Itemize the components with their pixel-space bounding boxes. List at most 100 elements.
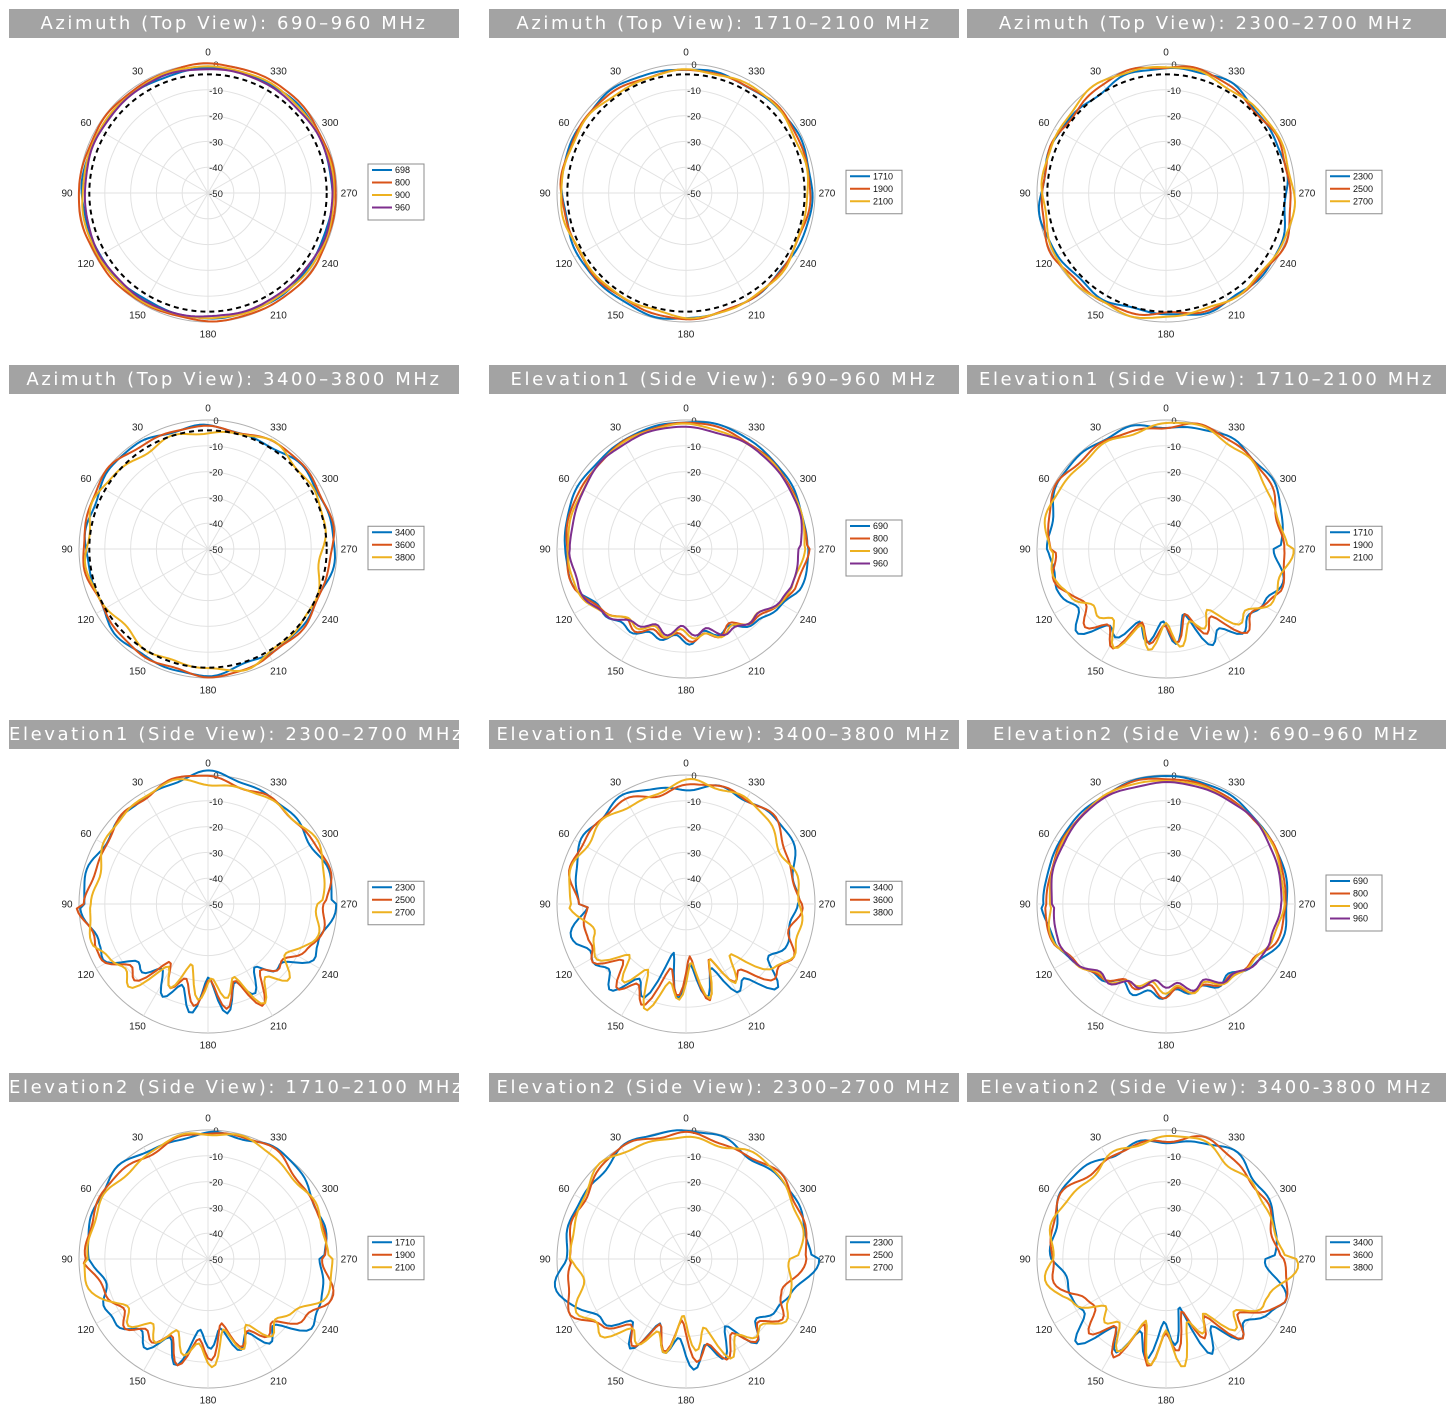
grid-spoke	[143, 437, 209, 550]
series-line	[82, 424, 335, 679]
angle-tick-label: 30	[1090, 66, 1102, 77]
angle-tick-label: 180	[200, 1396, 217, 1407]
grid-spoke	[143, 192, 209, 305]
grid-spoke	[621, 192, 687, 305]
legend-label: 900	[395, 190, 410, 200]
radial-tick-label: -30	[209, 848, 223, 859]
radial-tick-label: -30	[1167, 137, 1181, 148]
legend-label: 3600	[395, 540, 415, 550]
chart-title: Elevation2 (Side View): 2300–2700 MHz	[489, 1073, 959, 1102]
angle-tick-label: 210	[270, 311, 287, 322]
grid-spoke	[1101, 192, 1167, 305]
angle-tick-label: 150	[1087, 667, 1104, 678]
chart-title: Azimuth (Top View): 3400–3800 MHz	[9, 365, 459, 394]
radial-tick-label: -40	[209, 163, 223, 174]
angle-tick-label: 210	[270, 1022, 287, 1033]
legend-label: 2100	[873, 196, 893, 206]
angle-tick-label: 270	[341, 900, 358, 911]
angle-tick-label: 150	[129, 1022, 146, 1033]
angle-tick-label: 90	[61, 189, 73, 200]
chart-title: Elevation2 (Side View): 690–960 MHz	[967, 720, 1446, 749]
angle-tick-label: 30	[132, 777, 144, 788]
grid-spoke	[1165, 484, 1278, 550]
polar-plot: 03060901201501802102402703003300-10-20-3…	[539, 404, 903, 697]
grid-spoke	[96, 839, 209, 905]
angle-tick-label: 150	[1087, 311, 1104, 322]
angle-tick-label: 90	[539, 545, 551, 556]
legend-box	[845, 1235, 903, 1281]
legend-label: 960	[395, 203, 410, 213]
angle-tick-label: 60	[1038, 1184, 1050, 1195]
radial-tick-label: -40	[209, 1229, 223, 1240]
angle-tick-label: 240	[800, 259, 817, 270]
radial-tick-label: -40	[687, 163, 701, 174]
polar-plot: 03060901201501802102402703003300-10-20-3…	[1019, 1114, 1383, 1407]
legend-label: 2700	[873, 1262, 893, 1272]
angle-tick-label: 90	[61, 1255, 73, 1266]
polar-plot: 03060901201501802102402703003300-10-20-3…	[539, 48, 903, 341]
grid-spoke	[1101, 437, 1167, 550]
series-line	[83, 1132, 334, 1369]
angle-tick-label: 270	[341, 189, 358, 200]
grid-spoke	[96, 1194, 209, 1260]
angle-tick-label: 60	[80, 829, 92, 840]
angle-tick-label: 150	[607, 1022, 624, 1033]
legend-label: 800	[873, 534, 888, 544]
radial-tick-label: -50	[687, 1255, 701, 1266]
legend-label: 3800	[1353, 1262, 1373, 1272]
angle-tick-label: 270	[819, 900, 836, 911]
grid-spoke	[574, 903, 687, 969]
angle-tick-label: 210	[748, 667, 765, 678]
radial-tick-label: -50	[687, 900, 701, 911]
radial-tick-label: -40	[1167, 1229, 1181, 1240]
grid-spoke	[685, 1258, 751, 1371]
legend-label: 2100	[395, 1262, 415, 1272]
grid-spoke	[207, 437, 273, 550]
angle-tick-label: 300	[322, 474, 339, 485]
radial-tick-label: -20	[209, 468, 223, 479]
series-line	[88, 778, 326, 1005]
chart-title: Azimuth (Top View): 1710–2100 MHz	[489, 9, 959, 38]
radial-tick-label: -30	[687, 848, 701, 859]
angle-tick-label: 120	[556, 615, 573, 626]
angle-tick-label: 150	[607, 311, 624, 322]
radial-tick-label: -10	[1167, 86, 1181, 97]
angle-tick-label: 60	[558, 118, 570, 129]
grid-spoke	[685, 437, 751, 550]
legend-label: 2500	[395, 895, 415, 905]
radial-tick-label: -50	[1167, 1255, 1181, 1266]
grid-spoke	[96, 548, 209, 614]
chart-title: Azimuth (Top View): 2300–2700 MHz	[967, 9, 1446, 38]
legend-label: 800	[395, 178, 410, 188]
grid-spoke	[621, 81, 687, 194]
angle-tick-label: 0	[1163, 1114, 1169, 1125]
grid-spoke	[1165, 437, 1231, 550]
grid-spoke	[143, 903, 209, 1016]
angle-tick-label: 60	[80, 118, 92, 129]
angle-tick-label: 300	[800, 474, 817, 485]
series-line	[83, 423, 336, 678]
grid-spoke	[96, 192, 209, 258]
angle-tick-label: 30	[610, 1132, 622, 1143]
angle-tick-label: 330	[1228, 777, 1245, 788]
angle-tick-label: 300	[1280, 1184, 1297, 1195]
angle-tick-label: 300	[800, 1184, 817, 1195]
grid-spoke	[1165, 548, 1278, 614]
angle-tick-label: 60	[1038, 118, 1050, 129]
radial-tick-label: -20	[687, 823, 701, 834]
angle-tick-label: 180	[678, 1041, 695, 1052]
angle-tick-label: 120	[1036, 259, 1053, 270]
grid-spoke	[685, 548, 751, 661]
angle-tick-label: 180	[1158, 1041, 1175, 1052]
angle-tick-label: 240	[800, 970, 817, 981]
grid-spoke	[574, 1258, 687, 1324]
radial-tick-label: -10	[687, 1152, 701, 1163]
series-line	[560, 68, 809, 320]
angle-tick-label: 330	[1228, 422, 1245, 433]
grid-spoke	[685, 903, 751, 1016]
angle-tick-label: 0	[205, 759, 211, 770]
legend-box	[367, 880, 425, 926]
grid-spoke	[621, 1258, 687, 1371]
angle-tick-label: 30	[610, 422, 622, 433]
radial-tick-label: -40	[1167, 519, 1181, 530]
